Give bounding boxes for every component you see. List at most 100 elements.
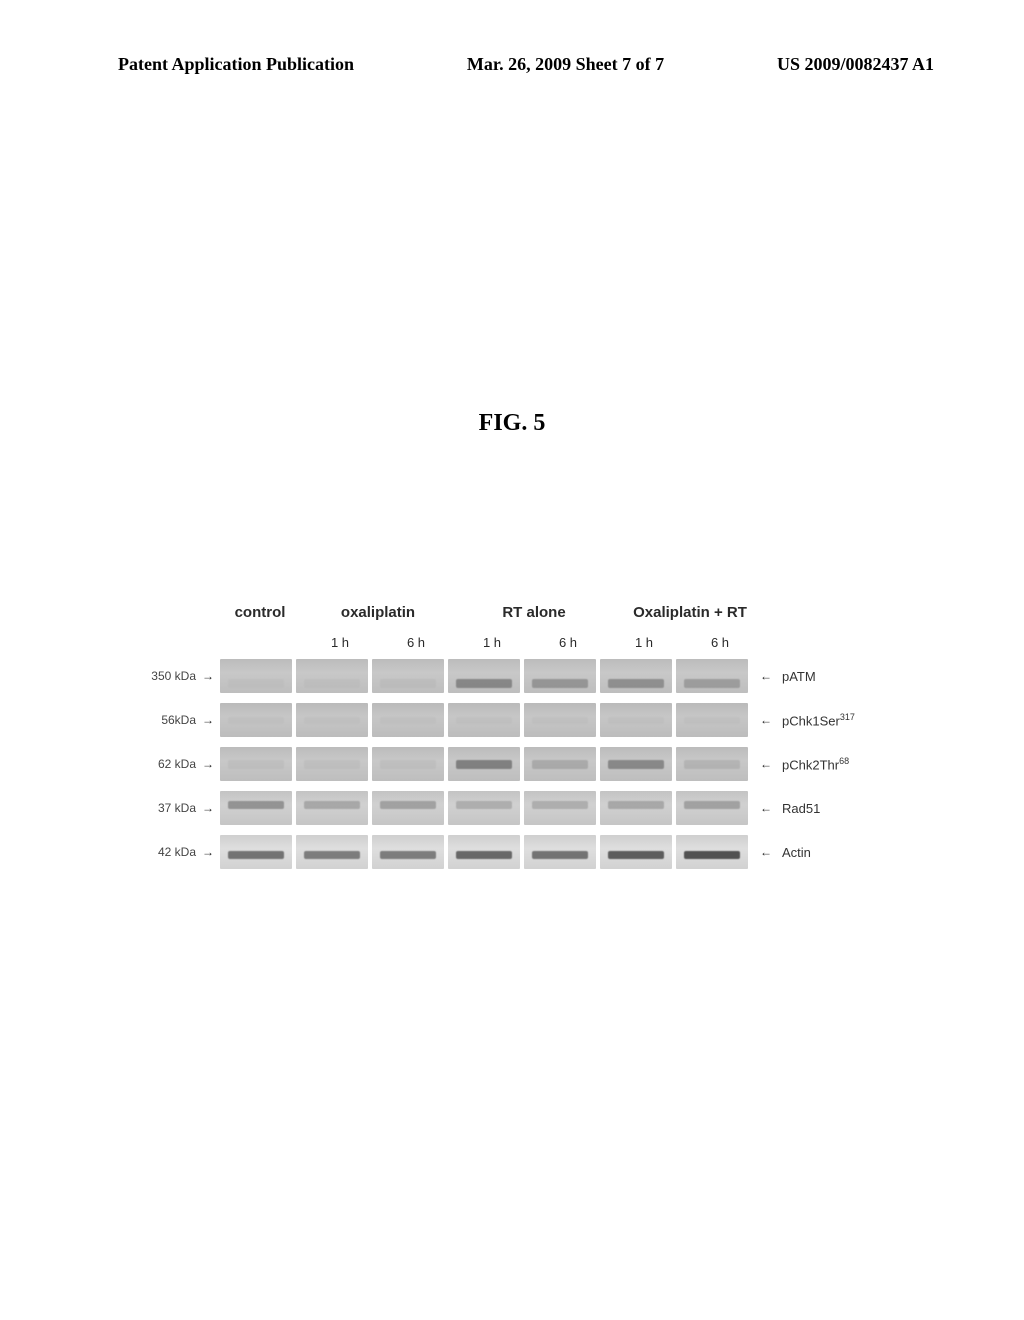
- timepoint-labels-row: 1 h 6 h 1 h 6 h 1 h 6 h: [302, 635, 920, 650]
- blot-band: [608, 851, 664, 859]
- blot-band: [228, 801, 284, 809]
- blot-band: [608, 760, 664, 769]
- protein-label: Actin: [782, 845, 811, 860]
- arrow-right-icon: →: [196, 801, 220, 815]
- blot-lane: [600, 703, 672, 737]
- lanes: [220, 659, 748, 693]
- blot-lane: [676, 747, 748, 781]
- blot-lane: [220, 703, 292, 737]
- protein-label: pChk2Thr68: [782, 756, 849, 772]
- timepoint-label: 1 h: [302, 635, 378, 650]
- timepoint-label: 6 h: [530, 635, 606, 650]
- blot-lane: [524, 747, 596, 781]
- molecular-weight-label: 37 kDa: [130, 801, 196, 815]
- timepoint-label: 6 h: [682, 635, 758, 650]
- blot-lane: [524, 791, 596, 825]
- molecular-weight-label: 56kDa: [130, 713, 196, 727]
- arrow-left-icon: ←: [754, 845, 778, 859]
- blot-lane: [600, 835, 672, 869]
- blot-lane: [676, 791, 748, 825]
- blot-band: [684, 717, 740, 724]
- blot-band: [684, 851, 740, 859]
- treatment-labels-row: control oxaliplatin RT alone Oxaliplatin…: [222, 604, 920, 621]
- blot-band: [684, 760, 740, 769]
- blot-lane: [372, 747, 444, 781]
- blot-band: [304, 717, 360, 724]
- blot-band: [380, 801, 436, 809]
- treatment-label: oxaliplatin: [302, 604, 454, 621]
- blot-lane: [296, 703, 368, 737]
- blot-band: [380, 851, 436, 859]
- figure-title: FIG. 5: [0, 410, 1024, 437]
- blot-lane: [448, 703, 520, 737]
- blot-band: [304, 679, 360, 688]
- blot-lane: [524, 835, 596, 869]
- blot-band: [456, 851, 512, 859]
- blot-band: [456, 801, 512, 809]
- blot-lane: [296, 835, 368, 869]
- arrow-right-icon: →: [196, 845, 220, 859]
- blot-lane: [220, 659, 292, 693]
- blot-band: [532, 717, 588, 724]
- protein-label: pATM: [782, 669, 816, 684]
- blot-lane: [372, 703, 444, 737]
- molecular-weight-label: 42 kDa: [130, 845, 196, 859]
- blot-lane: [600, 747, 672, 781]
- blot-band: [304, 760, 360, 769]
- blot-lane: [220, 747, 292, 781]
- protein-label: Rad51: [782, 801, 820, 816]
- blot-rows-container: 350 kDa→←pATM56kDa→←pChk1Ser31762 kDa→←p…: [130, 656, 920, 872]
- protein-label-superscript: 317: [840, 712, 855, 722]
- blot-band: [304, 801, 360, 809]
- blot-lane: [448, 835, 520, 869]
- blot-row: 56kDa→←pChk1Ser317: [130, 700, 920, 740]
- header-right: US 2009/0082437 A1: [777, 54, 934, 75]
- blot-lane: [524, 703, 596, 737]
- blot-row: 42 kDa→ ← Actin: [130, 832, 920, 872]
- blot-lane: [372, 835, 444, 869]
- blot-band: [228, 851, 284, 859]
- blot-band: [456, 679, 512, 688]
- blot-lane: [524, 659, 596, 693]
- blot-band: [532, 801, 588, 809]
- timepoint-label: 1 h: [454, 635, 530, 650]
- blot-band: [228, 760, 284, 769]
- lanes: [220, 835, 748, 869]
- header-center: Mar. 26, 2009 Sheet 7 of 7: [467, 54, 664, 75]
- blot-lane: [372, 791, 444, 825]
- blot-band: [456, 717, 512, 724]
- blot-band: [380, 760, 436, 769]
- blot-lane: [296, 747, 368, 781]
- blot-band: [608, 801, 664, 809]
- treatment-label: Oxaliplatin + RT: [614, 604, 766, 621]
- blot-lane: [676, 835, 748, 869]
- blot-band: [532, 760, 588, 769]
- blot-band: [304, 851, 360, 859]
- lanes: [220, 791, 748, 825]
- timepoint-label: 1 h: [606, 635, 682, 650]
- blot-row: 37 kDa→←Rad51: [130, 788, 920, 828]
- blot-lane: [448, 791, 520, 825]
- treatment-label: RT alone: [458, 604, 610, 621]
- blot-band: [608, 679, 664, 688]
- blot-band: [380, 679, 436, 688]
- protein-label-superscript: 68: [839, 756, 849, 766]
- blot-lane: [676, 703, 748, 737]
- blot-band: [380, 717, 436, 724]
- blot-band: [608, 717, 664, 724]
- arrow-left-icon: ←: [754, 713, 778, 727]
- arrow-right-icon: →: [196, 669, 220, 683]
- blot-band: [228, 679, 284, 688]
- blot-band: [456, 760, 512, 769]
- blot-row: 62 kDa→←pChk2Thr68: [130, 744, 920, 784]
- blot-lane: [676, 659, 748, 693]
- blot-band: [684, 801, 740, 809]
- blot-band: [532, 851, 588, 859]
- molecular-weight-label: 62 kDa: [130, 757, 196, 771]
- arrow-left-icon: ←: [754, 669, 778, 683]
- blot-lane: [220, 791, 292, 825]
- page-header: Patent Application Publication Mar. 26, …: [0, 54, 1024, 75]
- blot-band: [228, 717, 284, 724]
- blot-band: [532, 679, 588, 688]
- lanes: [220, 703, 748, 737]
